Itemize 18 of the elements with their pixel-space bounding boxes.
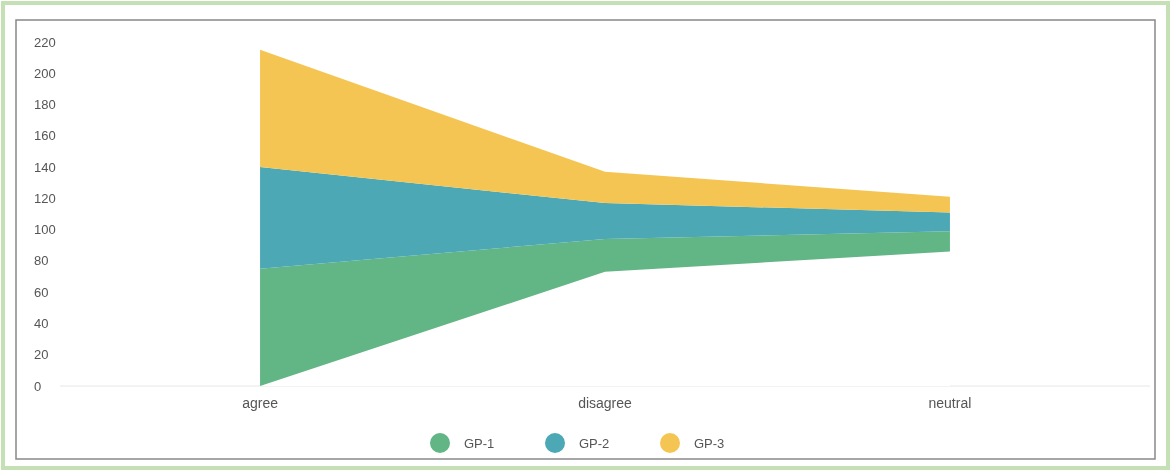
y-tick-label: 120: [34, 190, 56, 206]
legend-label: GP-3: [694, 435, 725, 451]
y-tick-label: 60: [34, 284, 49, 300]
y-tick-label: 220: [34, 34, 56, 50]
y-tick-label: 80: [34, 253, 49, 269]
y-tick-label: 140: [34, 159, 56, 175]
y-tick-label: 40: [34, 316, 49, 331]
y-tick-label: 100: [34, 222, 56, 238]
x-tick-label: agree: [242, 395, 279, 411]
legend-label: GP-2: [579, 435, 610, 451]
y-tick-label: 180: [34, 97, 56, 113]
x-tick-label: neutral: [928, 395, 972, 411]
y-tick-label: 160: [34, 128, 56, 144]
x-tick-label: disagree: [578, 395, 633, 411]
y-tick-label: 200: [34, 65, 56, 81]
legend-label: GP-1: [464, 435, 495, 451]
y-tick-label: 0: [34, 378, 42, 394]
y-tick-label: 20: [34, 347, 49, 363]
